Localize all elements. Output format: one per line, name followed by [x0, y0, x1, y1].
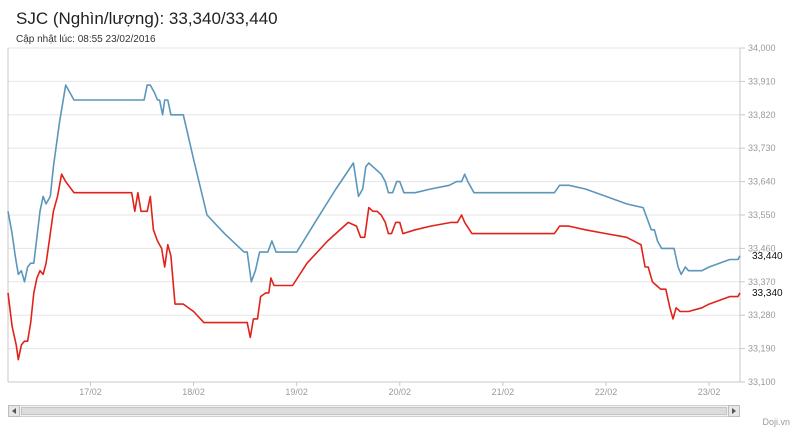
y-tick-label: 33,190 — [748, 344, 776, 354]
axes: 34,000 33,910 33,820 33,730 33,640 33,550 33,4… — [7, 43, 776, 397]
series-lines — [7, 84, 741, 361]
grid — [8, 47, 740, 350]
x-tick-label: 19/02 — [285, 387, 308, 397]
series-line-2 — [7, 173, 741, 361]
y-tick-label: 33,370 — [748, 277, 776, 287]
scroll-right-button[interactable] — [728, 405, 740, 417]
arrow-left-icon — [12, 408, 16, 414]
x-tick-label: 17/02 — [79, 387, 102, 397]
x-tick-label: 21/02 — [492, 387, 515, 397]
y-tick-label: 33,820 — [748, 110, 776, 120]
value-labels: 33,440 33,340 — [752, 251, 783, 299]
scroll-left-button[interactable] — [8, 405, 20, 417]
y-tick-label: 33,280 — [748, 310, 776, 320]
scroll-thumb[interactable] — [21, 407, 727, 415]
y-tick-label: 33,730 — [748, 143, 776, 153]
y-tick-label: 34,000 — [748, 43, 776, 53]
x-tick-label: 20/02 — [389, 387, 412, 397]
update-timestamp: Cập nhật lúc: 08:55 23/02/2016 — [16, 34, 156, 45]
y-tick-label: 33,550 — [748, 210, 776, 220]
page-title: SJC (Nghìn/lượng): 33,340/33,440 — [16, 9, 278, 28]
x-tick-label: 22/02 — [595, 387, 618, 397]
last-value-label-1: 33,440 — [752, 251, 783, 262]
x-tick-label: 18/02 — [182, 387, 205, 397]
y-tick-label: 33,910 — [748, 76, 776, 86]
y-tick-label: 33,640 — [748, 177, 776, 187]
x-tick-label: 23/02 — [698, 387, 721, 397]
y-tick-label: 33,460 — [748, 243, 776, 253]
arrow-right-icon — [732, 408, 736, 414]
y-tick-label: 33,100 — [748, 377, 776, 387]
source-credit: Doji.vn — [762, 417, 790, 427]
last-value-label-2: 33,340 — [752, 288, 783, 299]
chart-scrollbar[interactable] — [8, 405, 740, 417]
series-line-1 — [7, 84, 741, 283]
